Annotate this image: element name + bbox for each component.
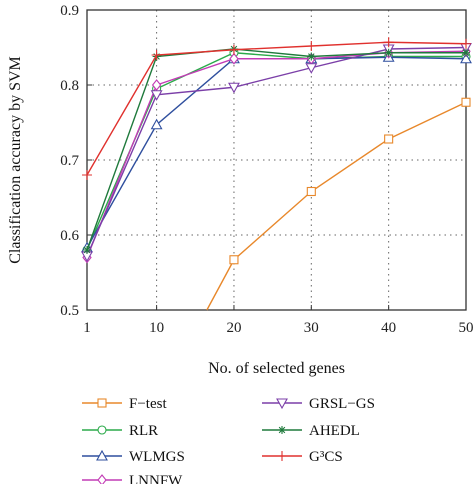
series-0 [206, 97, 471, 311]
legend: F−test RLR WLMGS LNNFW GRSL−GS AHEDL G³CS [82, 396, 375, 484]
axis-ticks: 1 10 20 30 40 50 0.5 0.6 0.7 0.8 0.9 [60, 3, 473, 336]
data-point [384, 48, 393, 57]
series-layer [81, 37, 472, 311]
legend-label: F−test [129, 396, 167, 412]
series-line [86, 50, 467, 258]
series-line [86, 48, 466, 251]
data-point [384, 134, 394, 144]
series-line [206, 101, 467, 311]
legend-label: LNNFW [129, 473, 183, 484]
legend-label: WLMGS [129, 449, 185, 465]
data-point [462, 48, 470, 57]
legend-item: WLMGS [82, 449, 185, 465]
data-point [461, 38, 471, 49]
series-6 [82, 37, 471, 180]
series-line [86, 41, 467, 176]
data-point [97, 425, 107, 435]
data-point [151, 50, 162, 60]
series-line [86, 56, 467, 249]
x-tick-label: 10 [149, 320, 164, 336]
y-tick-label: 0.5 [60, 303, 79, 319]
legend-label: G³CS [309, 449, 343, 465]
data-point [461, 97, 471, 107]
y-tick-label: 0.8 [60, 78, 79, 94]
data-point [151, 79, 162, 91]
x-tick-label: 50 [459, 320, 474, 336]
x-tick-label: 40 [381, 320, 396, 336]
data-point [83, 246, 91, 254]
data-point [97, 398, 107, 408]
y-tick-label: 0.7 [60, 153, 79, 169]
legend-item: GRSL−GS [262, 396, 375, 412]
data-point [228, 82, 240, 94]
series-line [86, 46, 467, 257]
data-point [96, 449, 108, 461]
data-point [306, 186, 316, 197]
data-point [277, 451, 287, 461]
legend-item: AHEDL [262, 423, 360, 439]
data-point [460, 52, 472, 64]
legend-label: RLR [129, 423, 158, 439]
data-point [306, 41, 317, 51]
data-point [278, 426, 286, 434]
grid-lines [87, 10, 466, 310]
x-tick-label: 1 [83, 320, 91, 336]
series-4 [81, 42, 472, 263]
series-3 [82, 45, 471, 264]
series-line [86, 52, 466, 251]
data-point [82, 170, 92, 180]
legend-item: G³CS [262, 449, 343, 465]
x-axis-label: No. of selected genes [208, 360, 345, 377]
data-point [228, 44, 239, 55]
legend-item: LNNFW [82, 473, 183, 484]
data-point [150, 90, 163, 101]
data-point [307, 52, 316, 61]
legend-item: RLR [82, 423, 158, 439]
legend-item: F−test [82, 396, 167, 412]
data-point [97, 474, 107, 484]
data-point [150, 118, 163, 130]
legend-label: GRSL−GS [309, 396, 375, 412]
x-tick-label: 20 [226, 320, 241, 336]
x-tick-label: 30 [304, 320, 319, 336]
data-point [383, 37, 394, 48]
data-point [229, 255, 239, 265]
legend-label: AHEDL [309, 423, 360, 439]
data-point [276, 398, 288, 410]
plot-frame [86, 9, 467, 311]
y-tick-label: 0.6 [60, 228, 79, 244]
y-axis-label: Classification accuracy by SVM [7, 56, 24, 264]
data-point [229, 52, 239, 65]
data-point [305, 63, 318, 74]
y-tick-label: 0.9 [60, 3, 79, 19]
